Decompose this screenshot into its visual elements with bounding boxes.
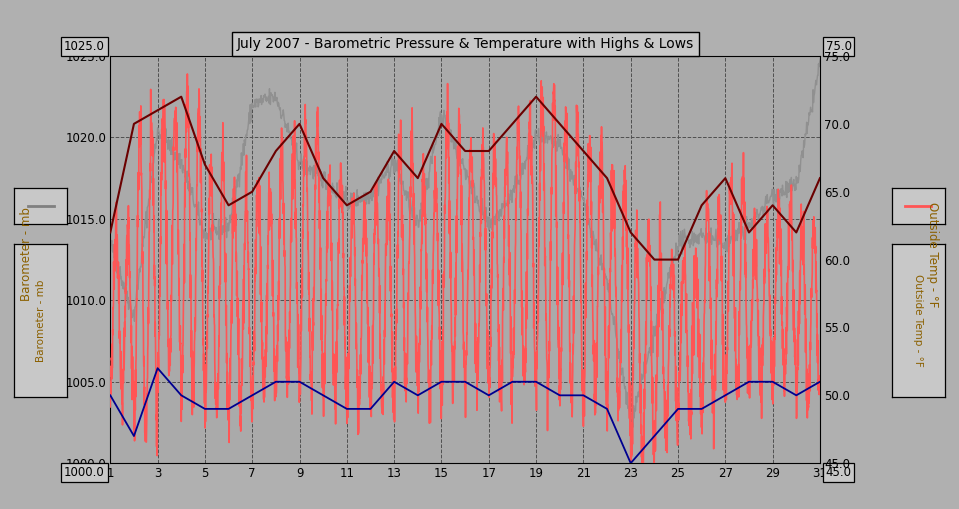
Text: Barometer - mb: Barometer - mb [35,279,46,362]
Text: Barometer - mb: Barometer - mb [20,208,34,301]
Text: Outside Temp - °F: Outside Temp - °F [913,274,924,367]
Text: 45.0: 45.0 [826,466,852,479]
Title: July 2007 - Barometric Pressure & Temperature with Highs & Lows: July 2007 - Barometric Pressure & Temper… [237,37,693,51]
Text: Outside Temp - °F: Outside Temp - °F [925,202,939,307]
Text: 1025.0: 1025.0 [64,40,105,53]
Text: 75.0: 75.0 [826,40,852,53]
Text: 1000.0: 1000.0 [64,466,105,479]
